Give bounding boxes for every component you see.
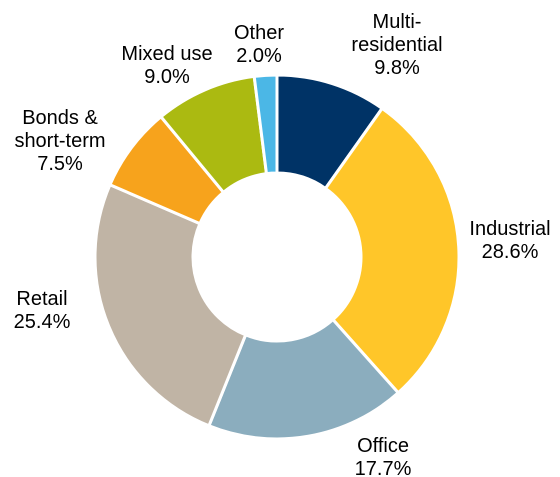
- slice-value-label: 25.4%: [14, 311, 71, 333]
- slice-value-label: 9.0%: [144, 66, 190, 88]
- slice-name-label: short-term: [14, 130, 105, 152]
- slice-industrial: [324, 106, 461, 395]
- slice-value-label: 7.5%: [37, 153, 83, 175]
- slice-label: Multi-residential 9.8%: [351, 11, 442, 79]
- slice-value-label: 17.7%: [355, 458, 412, 477]
- slice-label: Industrial 28.6%: [469, 218, 550, 263]
- slice-value-label: 28.6%: [482, 241, 539, 263]
- slice-other: [252, 73, 279, 176]
- slice-label: Other 2.0%: [234, 22, 284, 67]
- slice-name-label: Mixed use: [121, 43, 212, 65]
- slice-name-label: Bonds &: [22, 107, 98, 129]
- slice-label: Bonds & short-term 7.5%: [14, 107, 105, 175]
- slice-label: Mixed use 9.0%: [121, 43, 212, 88]
- slice-office: [207, 318, 400, 441]
- slice-name-label: Other: [234, 22, 284, 44]
- slice-value-label: 9.8%: [374, 57, 420, 79]
- slice-value-label: 2.0%: [236, 45, 282, 67]
- slice-name-label: Retail: [16, 288, 67, 310]
- slice-name-label: residential: [351, 34, 442, 56]
- slice-retail: [93, 183, 248, 428]
- slice-name-label: Industrial: [469, 218, 550, 240]
- donut-slices: [93, 73, 461, 441]
- slice-labels: Multi-residential 9.8% Industrial 28.6% Offi…: [14, 11, 551, 477]
- slice-label: Office 17.7%: [355, 435, 412, 477]
- slice-name-label: Multi-: [373, 11, 422, 33]
- slice-label: Retail 25.4%: [14, 288, 71, 333]
- slice-name-label: Office: [357, 435, 409, 457]
